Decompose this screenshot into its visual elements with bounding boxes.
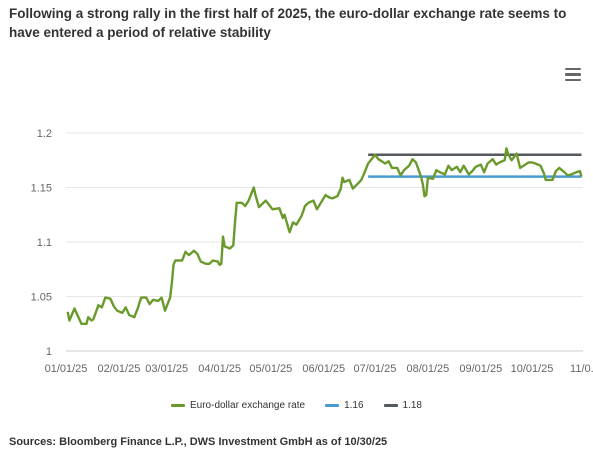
x-tick-label: 07/01/25 [354, 363, 397, 375]
x-tick-label: 06/01/25 [302, 363, 345, 375]
hamburger-menu-icon[interactable] [565, 68, 581, 82]
series-line-exchange-rate [66, 147, 583, 325]
y-tick-label: 1.1 [37, 237, 52, 249]
legend-item-116[interactable]: 1.16 [325, 400, 364, 411]
legend-item-exchange-rate[interactable]: Euro-dollar exchange rate [170, 400, 306, 411]
legend-swatch-118 [383, 404, 398, 407]
line-chart: 1 1.05 1.1 1.15 1.2 01/01/25 02/01/25 03/01/25… [31, 128, 593, 375]
x-tick-label: 02/01/25 [98, 363, 141, 375]
x-tick-label: 05/01/25 [249, 363, 292, 375]
x-tick-label: 01/01/25 [45, 363, 88, 375]
grid-lines [66, 132, 583, 352]
x-tick-label: 10/01/25 [511, 363, 554, 375]
x-tick-label: 03/01/25 [145, 363, 188, 375]
x-tick-label: 04/01/25 [198, 363, 241, 375]
legend-item-118[interactable]: 1.18 [383, 400, 422, 411]
x-axis: 01/01/25 02/01/25 03/01/25 04/01/25 05/01/25… [45, 350, 593, 375]
y-axis: 1 1.05 1.1 1.15 1.2 [31, 128, 52, 358]
legend-label-118: 1.18 [402, 400, 422, 411]
y-tick-label: 1 [46, 346, 52, 358]
y-tick-label: 1.2 [37, 128, 52, 140]
chart-title: Following a strong rally in the first ha… [9, 6, 567, 40]
source-note: Sources: Bloomberg Finance L.P., DWS Inv… [9, 436, 388, 448]
legend-swatch-exchange-rate [170, 404, 185, 407]
y-tick-label: 1.05 [31, 292, 52, 304]
x-tick-label: 09/01/25 [459, 363, 502, 375]
x-tick-label: 11/0... [570, 363, 593, 375]
x-tick-label: 08/01/25 [406, 363, 449, 375]
y-tick-label: 1.15 [31, 183, 52, 195]
legend: Euro-dollar exchange rate 1.16 1.18 [0, 400, 593, 411]
legend-label-exchange-rate: Euro-dollar exchange rate [189, 400, 306, 411]
legend-swatch-116 [325, 404, 340, 407]
legend-label-116: 1.16 [344, 400, 364, 411]
series [66, 147, 583, 325]
